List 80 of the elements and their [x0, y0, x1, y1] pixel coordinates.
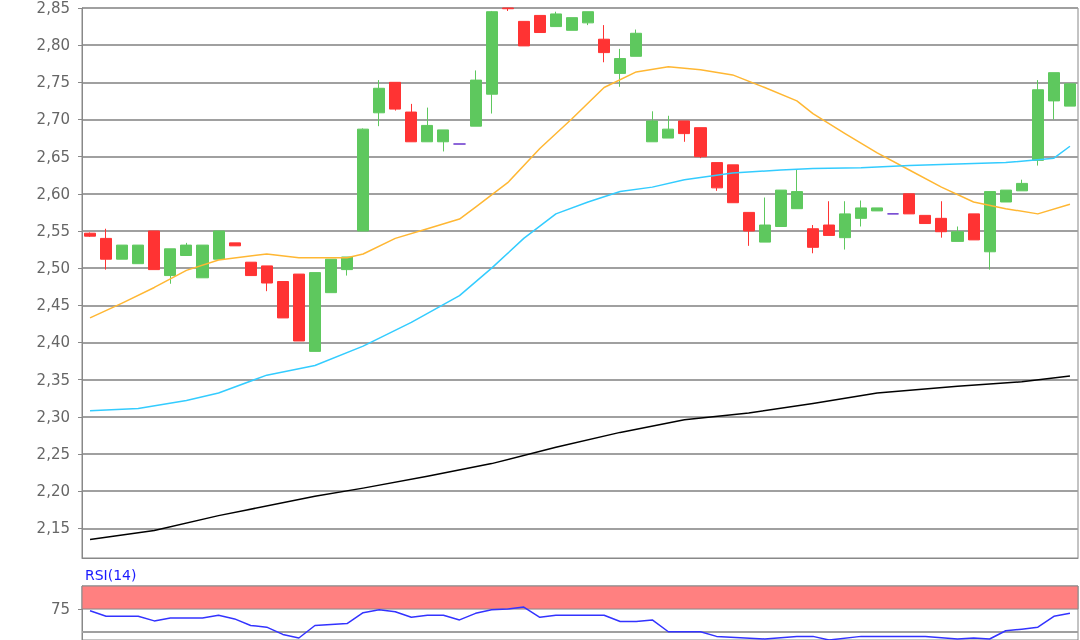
candlestick	[180, 242, 192, 256]
candlestick	[196, 244, 209, 279]
candlestick	[951, 226, 964, 242]
y-tick-label: 2,75	[36, 73, 70, 92]
y-tick-label: 2,85	[36, 0, 70, 17]
text: 75	[50, 600, 70, 619]
candlestick	[678, 120, 690, 143]
candlestick	[277, 281, 289, 319]
line-series	[89, 145, 1071, 412]
candlestick	[148, 230, 160, 271]
candlestick	[213, 230, 225, 260]
candlestick	[357, 127, 369, 232]
candlestick	[309, 272, 321, 352]
candlestick	[245, 261, 257, 277]
y-tick-label: 2,55	[36, 221, 70, 240]
y-tick-label: 2,40	[36, 333, 70, 352]
candlestick	[405, 103, 417, 143]
candlestick	[807, 224, 819, 254]
candlestick	[1064, 83, 1076, 107]
candlestick	[903, 193, 915, 215]
candlestick	[389, 81, 401, 112]
y-tick-label: 2,45	[36, 296, 70, 315]
candlestick	[132, 244, 144, 265]
candlestick	[855, 200, 867, 228]
candlestick	[421, 107, 433, 143]
candlestick	[116, 244, 128, 260]
y-tick-label: 2,65	[36, 147, 70, 166]
candlestick	[582, 11, 594, 26]
y-tick-label: 2,70	[36, 110, 70, 129]
candlestick	[486, 10, 498, 115]
candlestick	[694, 127, 707, 159]
candlestick	[935, 200, 947, 239]
candlestick	[1016, 179, 1028, 192]
candlestick	[743, 211, 755, 247]
candlestick	[759, 197, 771, 243]
candlestick	[261, 265, 273, 292]
candlestick	[293, 273, 305, 342]
candlestick	[775, 189, 787, 228]
candlestick	[373, 79, 385, 127]
candlestick	[598, 24, 610, 63]
candlestick	[502, 7, 514, 12]
candlestick	[534, 14, 546, 34]
y-tick-label: 2,50	[36, 259, 70, 278]
candlestick	[518, 20, 530, 47]
candlestick	[871, 207, 883, 212]
candlestick	[550, 11, 562, 28]
candlestick	[727, 164, 739, 204]
candlestick	[470, 69, 482, 127]
y-tick-label: 2,35	[36, 370, 70, 389]
y-tick-label: 2,20	[36, 482, 70, 501]
candlestick	[614, 48, 626, 88]
candlestick	[968, 213, 980, 241]
line-series	[89, 65, 1071, 319]
candlestick	[164, 248, 176, 285]
candlestick	[711, 162, 723, 192]
y-tick-label: 2,60	[36, 184, 70, 203]
candlestick	[630, 29, 642, 57]
y-tick-label: 2,15	[36, 519, 70, 538]
candlestick	[1048, 72, 1060, 120]
candlestick	[919, 214, 931, 225]
candlestick	[566, 17, 578, 31]
y-tick-label: 2,80	[36, 36, 70, 55]
candlestick	[1000, 189, 1012, 203]
candlestick	[646, 110, 658, 143]
candlestick	[1032, 79, 1044, 167]
candlestick	[437, 129, 449, 152]
candlestick	[100, 228, 112, 271]
candlestick	[84, 231, 96, 238]
candlestick	[229, 242, 241, 247]
line-series	[89, 375, 1071, 541]
chart-title: RSI(14)	[85, 567, 137, 583]
y-tick-label: 2,30	[36, 407, 70, 426]
candlestick	[839, 200, 851, 251]
candlestick	[662, 115, 674, 139]
candlestick	[791, 168, 803, 210]
candlestick	[341, 256, 353, 277]
candlestick	[984, 191, 996, 271]
candlestick	[823, 200, 835, 236]
candlestick	[325, 258, 337, 294]
y-tick-label: 2,25	[36, 444, 70, 463]
